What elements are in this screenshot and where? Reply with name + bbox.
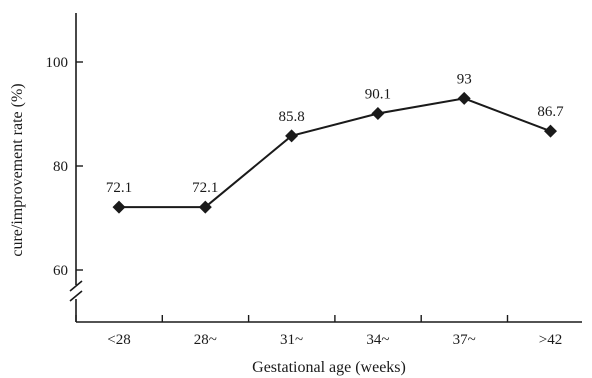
x-tick-label: 37~ [453, 332, 476, 348]
x-tick-label: 28~ [194, 332, 217, 348]
data-point-marker [198, 200, 212, 214]
series-group: 72.1 72.1 85.8 90.1 93 86.7 [106, 71, 564, 214]
y-tick-label: 80 [53, 159, 68, 175]
data-point-marker [285, 129, 299, 143]
data-label: 72.1 [192, 180, 218, 196]
data-label: 90.1 [365, 86, 391, 102]
x-tick-label: 31~ [280, 332, 303, 348]
x-tick-label: 34~ [366, 332, 389, 348]
y-axis: 60 80 100 [46, 13, 83, 322]
x-axis-title: Gestational age (weeks) [252, 359, 406, 376]
x-tick-label: >42 [539, 332, 562, 348]
data-point-marker [371, 106, 385, 120]
x-axis: <28 28~ 31~ 34~ 37~ >42 [75, 315, 582, 348]
y-tick-label: 100 [46, 55, 69, 71]
axis-break-mark-1 [69, 280, 83, 292]
axis-break-mark-2 [69, 290, 83, 302]
data-label: 72.1 [106, 180, 132, 196]
data-point-marker [544, 124, 557, 138]
x-tick-label: <28 [107, 332, 130, 348]
series-line [119, 97, 551, 209]
data-label: 86.7 [537, 104, 564, 120]
data-point-marker [112, 200, 126, 214]
y-axis-title: cure/improvement rate (%) [9, 83, 26, 256]
data-label: 85.8 [278, 109, 304, 125]
y-ticks: 60 80 100 [46, 55, 83, 279]
data-label: 93 [457, 71, 472, 87]
y-tick-label: 60 [53, 263, 68, 279]
data-point-marker [457, 91, 471, 105]
x-ticks: <28 28~ 31~ 34~ 37~ >42 [75, 315, 562, 348]
